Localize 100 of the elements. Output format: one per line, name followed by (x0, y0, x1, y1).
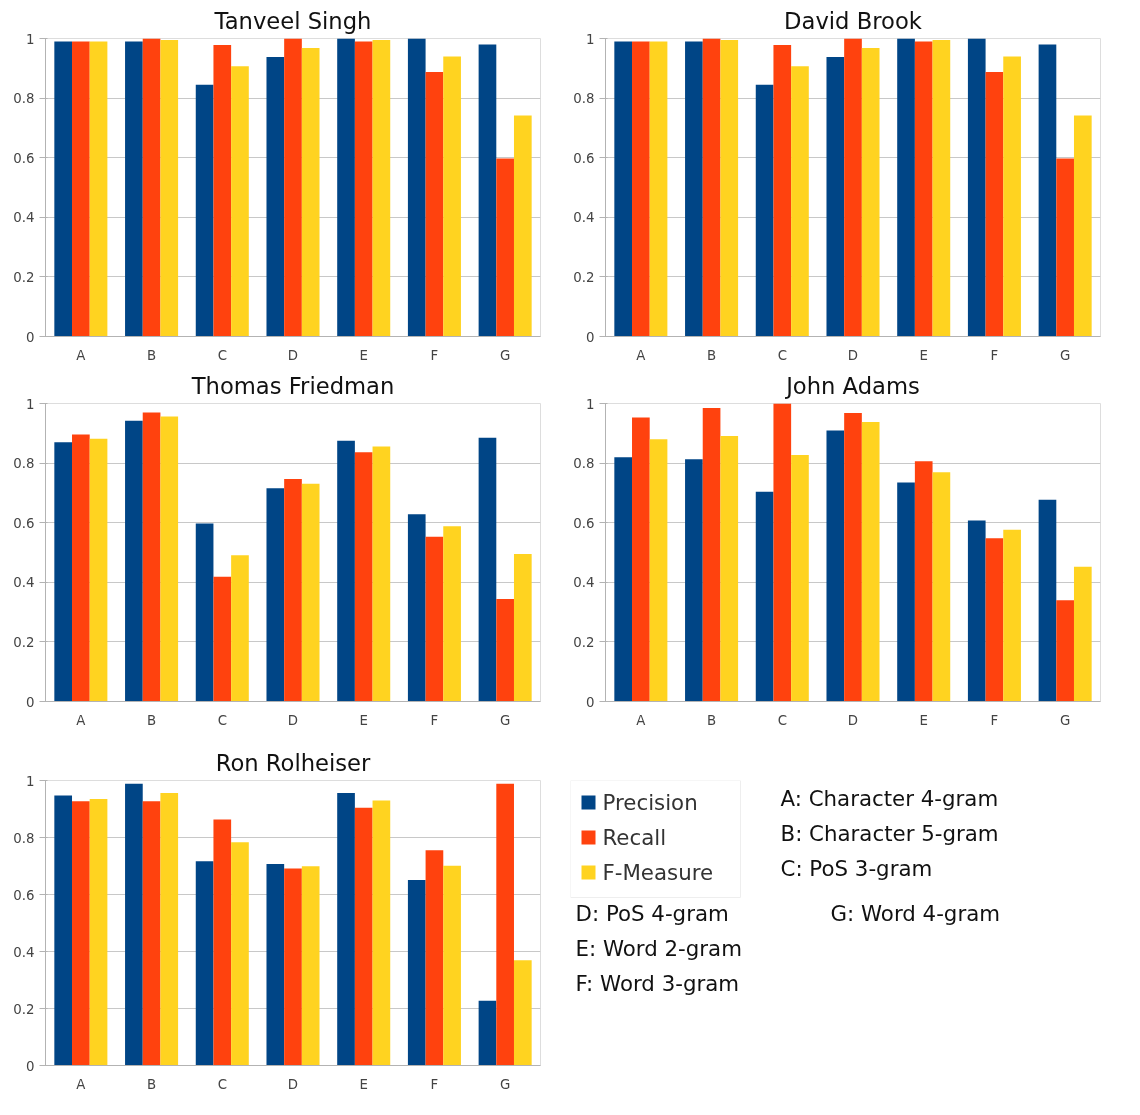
y-tick-label: 0.8 (573, 456, 595, 472)
bar (826, 56, 845, 337)
y-tick-label: 0.2 (13, 1001, 35, 1017)
y-tick-label: 0.4 (573, 575, 595, 591)
bar (195, 84, 214, 337)
text: B: Character 5-gram (780, 820, 999, 846)
bar (844, 38, 862, 337)
bar (478, 44, 497, 337)
bar (791, 66, 809, 337)
bar (702, 38, 721, 337)
bar (407, 879, 426, 1066)
bar (932, 472, 951, 702)
bar (1038, 499, 1057, 702)
y-tick-label: 1 (26, 773, 35, 789)
bar (213, 576, 232, 702)
bar (496, 783, 514, 1066)
bar (632, 41, 650, 337)
bar (649, 41, 668, 337)
bar (632, 417, 650, 702)
y-tick-label: 1 (26, 396, 35, 412)
bar (897, 482, 915, 702)
bar (614, 41, 633, 337)
y-tick-label: 0.4 (13, 944, 35, 960)
y-tick-label: 0.2 (13, 269, 35, 285)
bar (1056, 600, 1074, 702)
bar (125, 783, 143, 1066)
bar (195, 523, 214, 702)
y-tick-label: 0 (26, 329, 35, 345)
bar (496, 598, 514, 702)
bar (985, 71, 1004, 337)
bar (425, 850, 444, 1066)
x-tick-label: B (147, 1076, 157, 1092)
bar (231, 842, 249, 1066)
bar (443, 526, 461, 702)
x-tick-label: F (430, 347, 439, 363)
bar (861, 421, 880, 702)
bar (702, 407, 721, 702)
x-tick-label: A (636, 347, 646, 363)
bar (142, 38, 161, 337)
bar (89, 438, 108, 702)
bar (337, 793, 355, 1066)
bar (513, 960, 532, 1066)
bar (160, 39, 179, 337)
bar (301, 866, 320, 1066)
text: A: Character 4-gram (780, 785, 999, 811)
bar (407, 38, 426, 337)
y-tick-label: 0.8 (13, 91, 35, 107)
x-tick-label: B (707, 712, 717, 728)
y-tick-label: 0 (26, 694, 35, 710)
bar (478, 1000, 497, 1066)
bar (160, 793, 179, 1066)
x-tick-label: B (707, 347, 717, 363)
bar (354, 807, 373, 1066)
bar (266, 488, 285, 702)
y-tick-label: 1 (26, 31, 35, 47)
bar (54, 795, 73, 1066)
x-tick-label: F (430, 712, 439, 728)
y-tick-label: 0.8 (573, 91, 595, 107)
bar (89, 799, 108, 1066)
x-tick-label: F (990, 712, 999, 728)
x-tick-label: D (287, 712, 299, 728)
legend-label: Precision (602, 790, 698, 815)
x-tick-label: G (1059, 712, 1071, 728)
x-tick-label: A (636, 712, 646, 728)
x-tick-label: C (217, 347, 227, 363)
bar (125, 41, 143, 337)
bar (54, 442, 73, 702)
bar (213, 819, 232, 1066)
y-tick-label: 0 (586, 329, 595, 345)
bar (755, 491, 774, 702)
bar (1073, 115, 1092, 337)
y-tick-label: 0.8 (13, 830, 35, 846)
bar (1003, 56, 1021, 337)
bar (160, 416, 179, 702)
legend-label: F-Measure (602, 860, 714, 885)
bar (301, 48, 320, 337)
bar (337, 38, 355, 337)
bar (614, 457, 633, 702)
bar (72, 41, 90, 337)
y-tick-label: 0.4 (573, 210, 595, 226)
x-tick-label: E (919, 347, 928, 363)
bar (496, 158, 514, 337)
x-tick-label: C (217, 1076, 227, 1092)
x-tick-label: C (217, 712, 227, 728)
y-tick-label: 0.6 (13, 150, 35, 166)
bar (284, 38, 302, 337)
bar (372, 446, 391, 702)
bar (791, 455, 809, 702)
y-tick-label: 0.8 (13, 456, 35, 472)
bar (266, 56, 285, 337)
y-tick-label: 0.6 (573, 515, 595, 531)
bar (685, 459, 703, 702)
y-tick-label: 0 (26, 1058, 35, 1074)
bar (443, 865, 461, 1066)
x-tick-label: G (499, 347, 511, 363)
bar (337, 440, 355, 702)
y-tick-label: 0 (586, 694, 595, 710)
bar (773, 45, 792, 337)
bar (914, 461, 933, 702)
bar (1073, 566, 1092, 702)
